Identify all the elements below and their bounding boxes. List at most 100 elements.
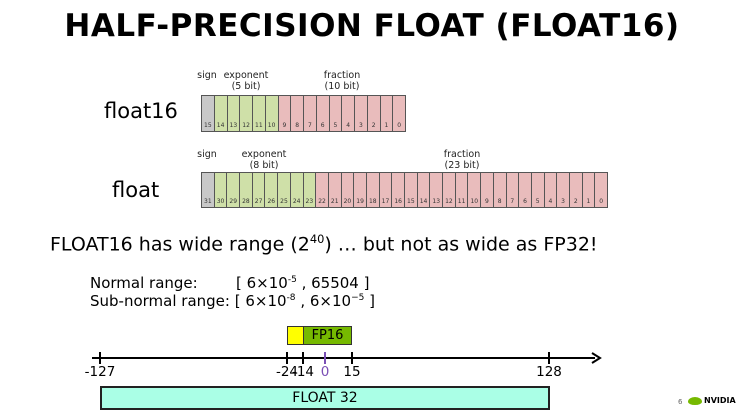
bit-index: 20 [343, 198, 352, 205]
subnormal-range-max: , 6×10 [295, 292, 352, 310]
bit-cell-frac: 1 [582, 173, 596, 207]
bit-index: 15 [407, 198, 415, 205]
normal-range-min-exp: -5 [287, 275, 297, 285]
bit-index: 10 [470, 198, 479, 205]
bit-cell-frac: 0 [393, 96, 405, 131]
bit-cell-frac: 7 [506, 173, 520, 207]
bit-index: 2 [573, 198, 578, 205]
nvidia-eye-icon [688, 396, 702, 405]
bit-index: 6 [320, 122, 325, 129]
axis-tick [286, 352, 288, 364]
axis-tick [99, 352, 101, 364]
bit-index: 28 [242, 198, 250, 205]
subnormal-range-max-exp: −5 [351, 293, 365, 303]
bit-cell-frac: 17 [379, 173, 393, 207]
bit-cell-frac: 3 [557, 173, 570, 207]
float32-bit-field: 31 30 29 28 27 26 25 24 23 22 21 20 19 18 17 16 15 14 13 12… [201, 172, 608, 208]
exponent-text: exponent [241, 149, 287, 160]
bit-cell-frac: 8 [493, 173, 507, 207]
axis-tick-label: -24 [275, 364, 299, 380]
bit-cell-frac: 7 [304, 96, 317, 131]
float32-fraction-label: fraction (23 bit) [432, 149, 492, 171]
nvidia-logo: NVIDIA [688, 396, 736, 405]
bit-cell-frac: 10 [468, 173, 482, 207]
bit-cell-frac: 9 [278, 96, 292, 131]
bit-index: 15 [204, 122, 212, 129]
bit-index: 3 [358, 122, 363, 129]
exponent-bits-text: (5 bit) [231, 81, 261, 92]
bit-index: 12 [242, 122, 250, 129]
bit-index: 22 [318, 198, 326, 205]
subnormal-range-label: Sub-normal range: [90, 292, 235, 310]
normal-range-label: Normal range: [90, 274, 198, 292]
bit-index: 5 [333, 122, 338, 129]
bit-index: 8 [497, 198, 502, 205]
exponent-text: exponent [223, 70, 269, 81]
axis-tick-label: 128 [536, 364, 562, 380]
subnormal-range-min: [ 6×10 [234, 292, 287, 310]
fraction-text: fraction [323, 70, 361, 81]
subnormal-range-row: Sub-normal range: [ 6×10-8 , 6×10−5 ] [90, 290, 375, 310]
bit-index: 6 [523, 198, 527, 205]
axis-tick [548, 352, 550, 364]
headline-text-end: ) … but not as wide as FP32! [324, 233, 598, 256]
bit-index: 9 [282, 122, 287, 129]
bit-cell-frac: 9 [481, 173, 494, 207]
axis-tick [324, 352, 326, 364]
bit-cell-frac: 16 [392, 173, 405, 207]
bit-cell-frac: 11 [455, 173, 469, 207]
range-headline: FLOAT16 has wide range (240) … but not a… [50, 232, 598, 255]
bit-cell-frac: 4 [342, 96, 355, 131]
page-number: 6 [678, 398, 683, 406]
exponent-bits-text: (8 bit) [249, 160, 279, 171]
bit-index: 7 [510, 198, 515, 205]
bit-index: 10 [267, 122, 276, 129]
float16-exponent-label: exponent (5 bit) [216, 70, 276, 92]
bit-cell-frac: 20 [341, 173, 355, 207]
bit-index: 1 [384, 122, 389, 129]
bit-index: 14 [216, 122, 225, 129]
bit-index: 4 [346, 122, 351, 129]
axis-tick [351, 352, 353, 364]
bit-index: 31 [204, 198, 212, 205]
fp16-subnormal-bar [287, 326, 304, 345]
bit-index: 3 [561, 198, 565, 205]
bit-index: 4 [548, 198, 553, 205]
bit-cell-exp: 12 [240, 96, 253, 131]
float16-bit-field: 15 14 13 12 11 10 9 8 7 6 5 4 3 2 1 0 [201, 95, 406, 132]
axis-tick-label: 0 [320, 364, 330, 380]
float32-exponent-label: exponent (8 bit) [234, 149, 294, 171]
bit-index: 7 [307, 122, 312, 129]
bit-index: 13 [229, 122, 238, 129]
bit-cell-sign: 15 [202, 96, 215, 131]
bit-index: 11 [457, 198, 466, 205]
bit-cell-frac: 13 [430, 173, 444, 207]
float32-range-bar: FLOAT 32 [100, 386, 550, 410]
axis-arrow-icon [591, 352, 602, 364]
bit-cell-frac: 0 [595, 173, 607, 207]
bit-cell-frac: 6 [519, 173, 532, 207]
bit-index: 29 [229, 198, 238, 205]
subnormal-range-min-exp: -8 [286, 293, 296, 303]
bit-index: 25 [280, 198, 288, 205]
normal-range-max: , 65504 ] [296, 274, 370, 292]
normal-range-row: Normal range: [ 6×10-5 , 65504 ] [90, 272, 369, 292]
normal-range-min: [ 6×10 [236, 274, 288, 292]
exponent-axis [92, 357, 595, 359]
bit-index: 0 [397, 122, 402, 129]
bit-index: 8 [295, 122, 300, 129]
bit-cell-frac: 22 [316, 173, 329, 207]
axis-tick [302, 352, 304, 364]
bit-index: 13 [432, 198, 441, 205]
bit-cell-frac: 12 [443, 173, 456, 207]
bit-cell-exp: 24 [290, 173, 304, 207]
bit-index: 5 [535, 198, 540, 205]
bit-index: 12 [445, 198, 453, 205]
bit-cell-frac: 18 [366, 173, 380, 207]
headline-text: FLOAT16 has wide range (2 [50, 233, 310, 256]
bit-index: 16 [394, 198, 402, 205]
fp16-normal-bar: FP16 [303, 326, 352, 345]
bit-index: 27 [254, 198, 263, 205]
bit-cell-exp: 29 [227, 173, 241, 207]
headline-exponent: 40 [309, 232, 325, 246]
